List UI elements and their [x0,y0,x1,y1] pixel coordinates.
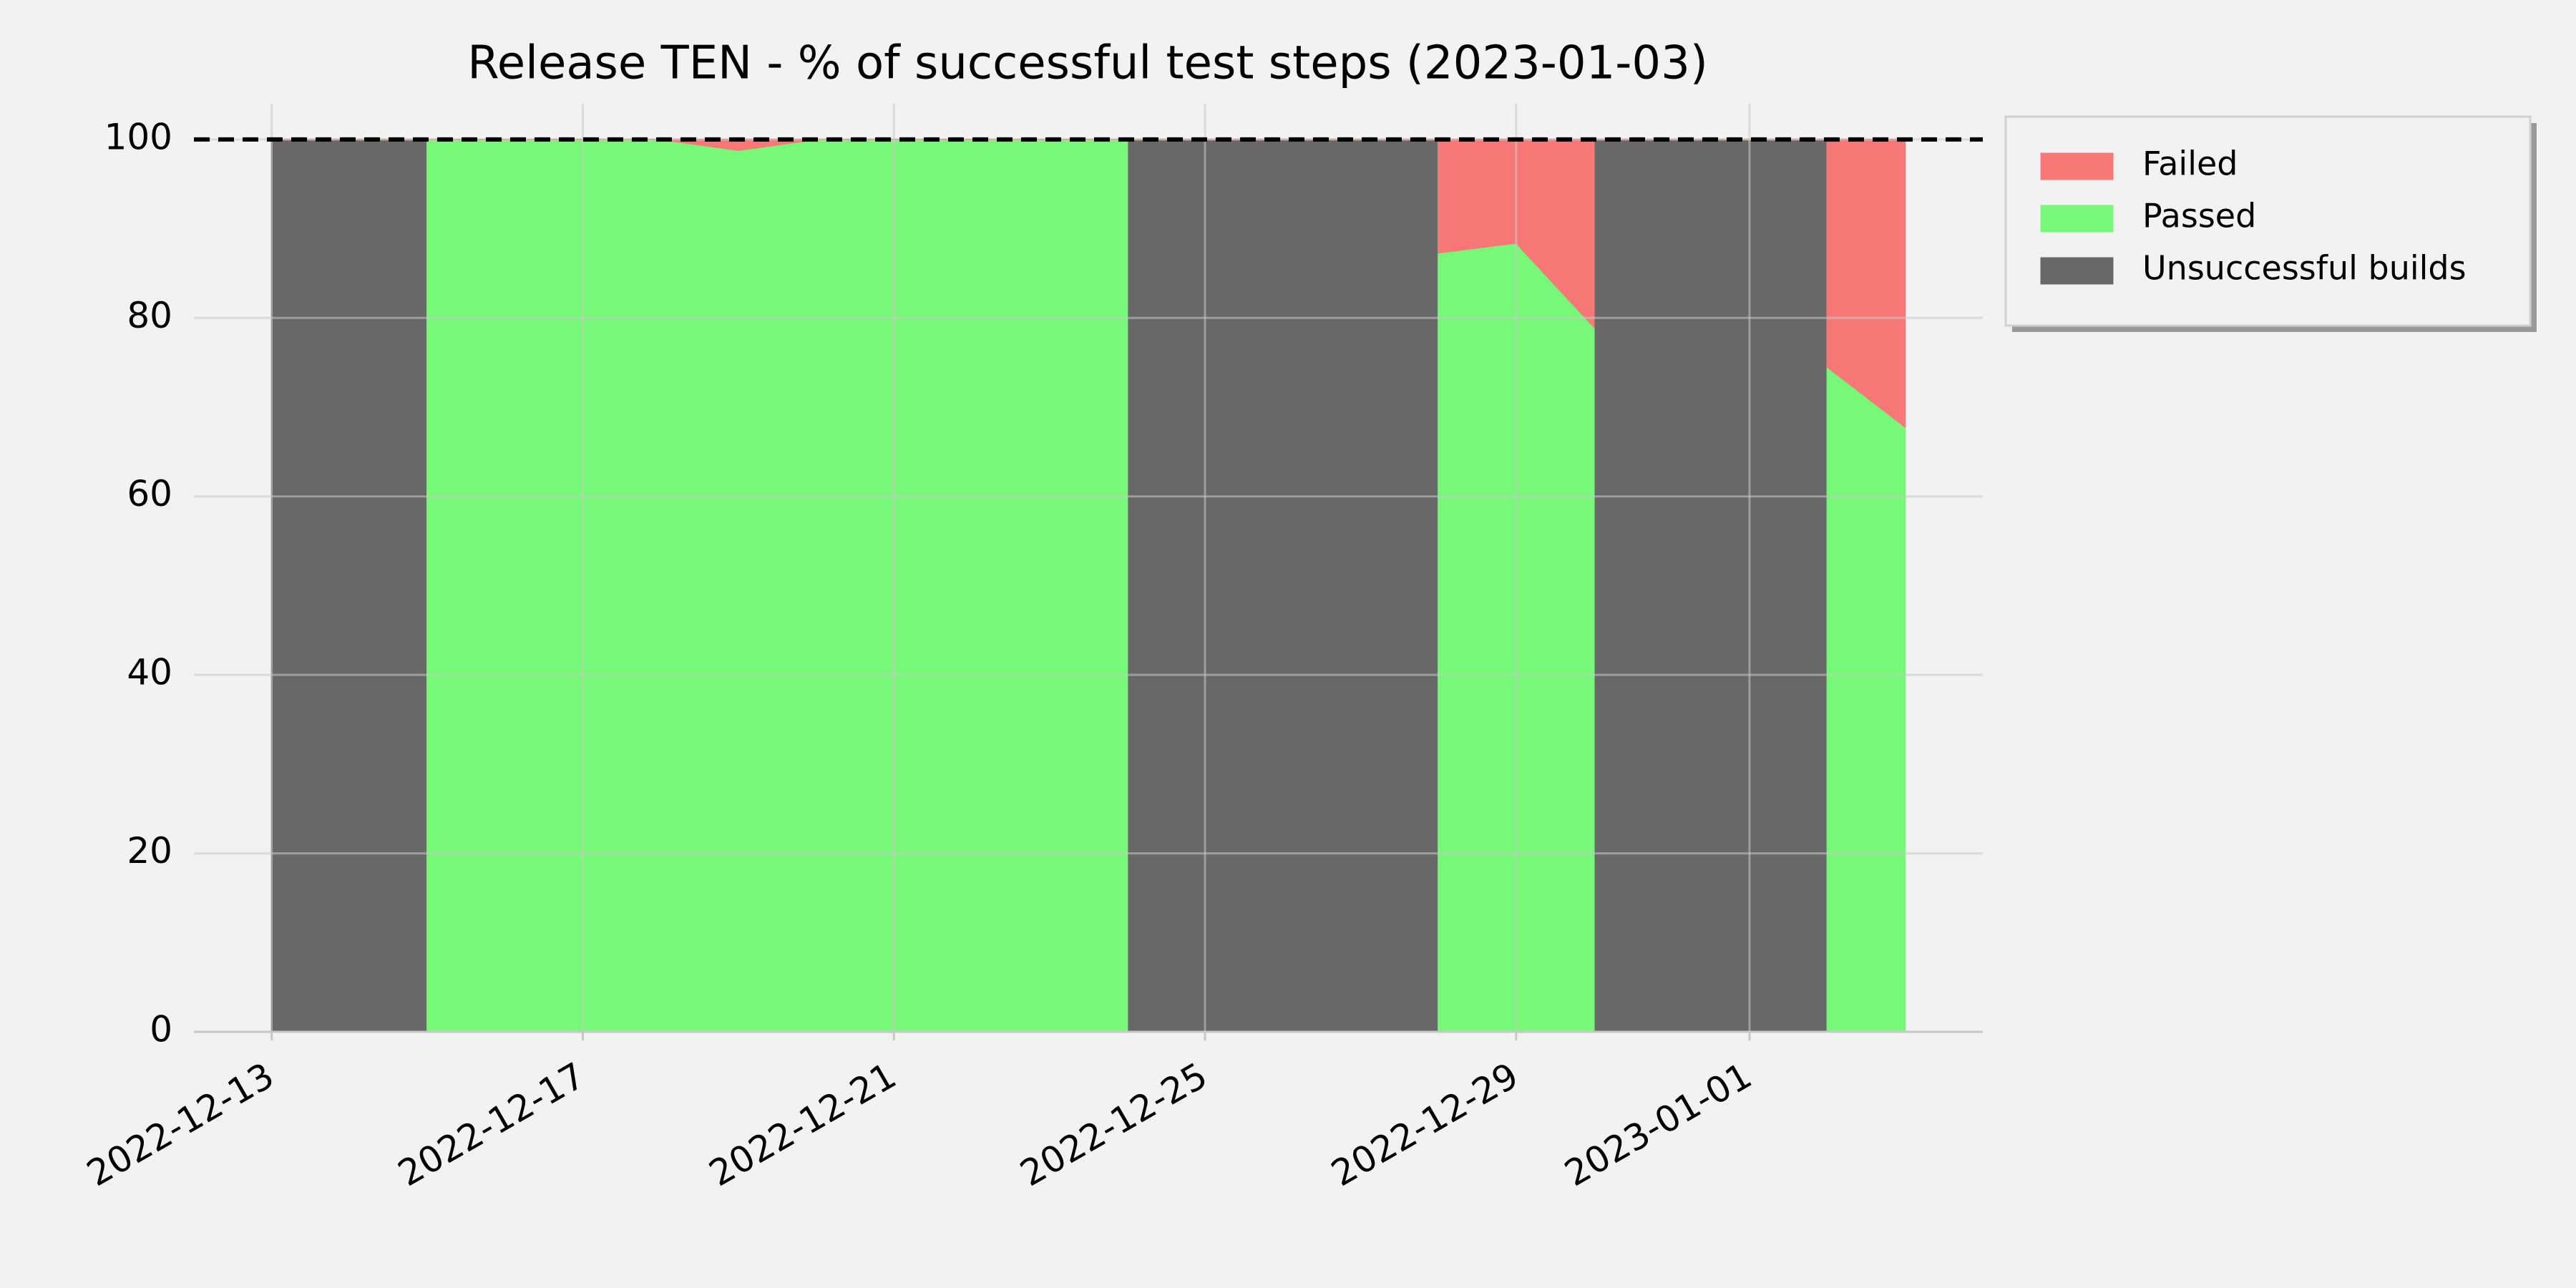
chart-title: Release TEN - % of successful test steps… [467,37,1708,90]
y-tick-label: 20 [127,830,172,872]
y-tick-label: 100 [104,116,172,157]
y-tick-label: 0 [150,1009,172,1050]
legend-label: Passed [2142,197,2256,235]
y-tick-label: 80 [127,295,172,336]
legend-swatch [2040,152,2114,180]
legend-label: Failed [2142,145,2238,183]
y-tick-label: 40 [127,652,172,693]
legend-swatch [2040,257,2114,285]
legend-label: Unsuccessful builds [2142,249,2467,288]
y-tick-label: 60 [127,473,172,514]
legend: Failed Passed Unsuccessful builds [2004,115,2537,332]
legend-swatch [2040,205,2114,233]
